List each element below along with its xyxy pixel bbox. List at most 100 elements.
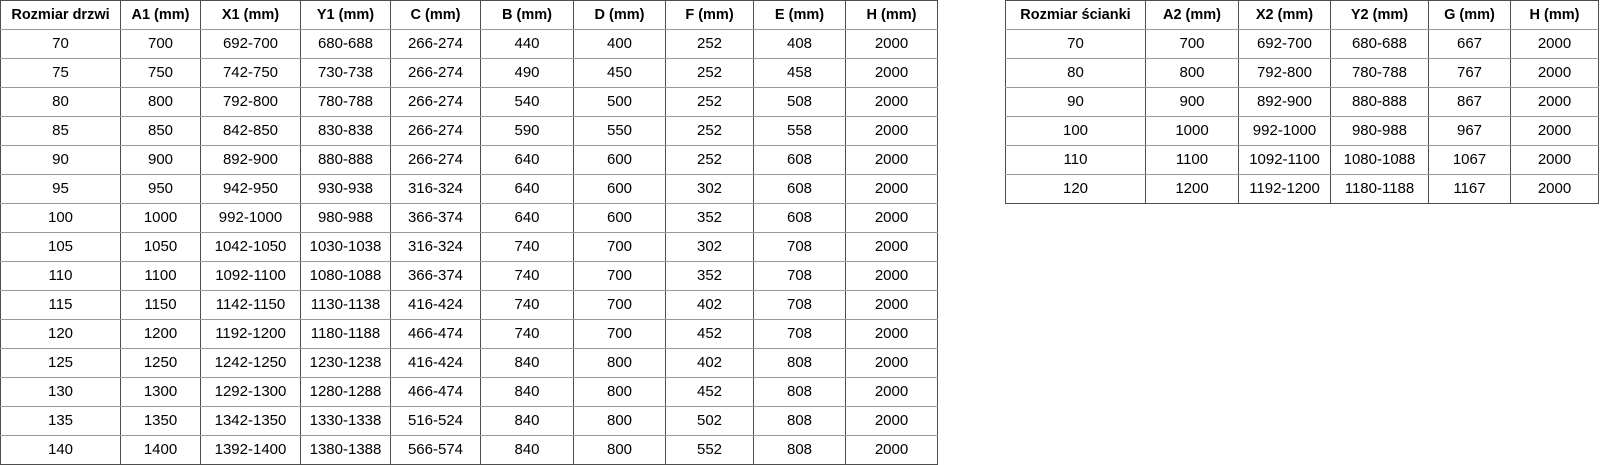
table-row: 105 1050 1042-1050 1030-1038 316-324 740 700 30…	[0, 232, 938, 262]
door-cell-r0-c7: 252	[665, 29, 754, 59]
wall-table-head: Rozmiar ścianki A2 (mm) X2 (mm) Y2 (mm) G (m…	[1005, 0, 1599, 30]
door-cell-r0-c3: 680-688	[300, 29, 391, 59]
door-cell-r9-c8: 708	[753, 290, 846, 320]
door-cell-r14-c5: 840	[480, 435, 574, 465]
door-cell-r1-c6: 450	[573, 58, 666, 88]
wall-cell-r4-c4: 1067	[1428, 145, 1511, 175]
door-cell-r9-c9: 2000	[845, 290, 938, 320]
door-cell-r2-c7: 252	[665, 87, 754, 117]
door-cell-r8-c7: 352	[665, 261, 754, 291]
door-cell-r8-c4: 366-374	[390, 261, 481, 291]
table-row: 110 1100 1092-1100 1080-1088 366-374 740 700 35…	[0, 261, 938, 291]
door-cell-r14-c1: 1400	[120, 435, 201, 465]
door-cell-r3-c7: 252	[665, 116, 754, 146]
door-cell-r14-c2: 1392-1400	[200, 435, 301, 465]
door-cell-r4-c1: 900	[120, 145, 201, 175]
door-cell-r13-c9: 2000	[845, 406, 938, 436]
door-cell-r10-c7: 452	[665, 319, 754, 349]
wall-table-header-row: Rozmiar ścianki A2 (mm) X2 (mm) Y2 (mm) G (m…	[1005, 0, 1599, 30]
door-cell-r11-c3: 1230-1238	[300, 348, 391, 378]
door-cell-r7-c8: 708	[753, 232, 846, 262]
door-cell-r12-c2: 1292-1300	[200, 377, 301, 407]
door-cell-r6-c0: 100	[0, 203, 121, 233]
door-cell-r9-c6: 700	[573, 290, 666, 320]
door-cell-r1-c1: 750	[120, 58, 201, 88]
door-cell-r6-c2: 992-1000	[200, 203, 301, 233]
door-cell-r3-c1: 850	[120, 116, 201, 146]
door-size-table: Rozmiar drzwi A1 (mm) X1 (mm) Y1 (mm) C (mm)…	[0, 0, 938, 465]
door-cell-r2-c3: 780-788	[300, 87, 391, 117]
wall-size-table: Rozmiar ścianki A2 (mm) X2 (mm) Y2 (mm) G (m…	[1005, 0, 1599, 204]
door-cell-r4-c5: 640	[480, 145, 574, 175]
wall-cell-r2-c2: 892-900	[1238, 87, 1331, 117]
door-cell-r14-c3: 1380-1388	[300, 435, 391, 465]
door-cell-r0-c2: 692-700	[200, 29, 301, 59]
table-row: 110 1100 1092-1100 1080-1088 1067 2000	[1005, 145, 1599, 175]
wall-cell-r5-c0: 120	[1005, 174, 1146, 204]
door-cell-r0-c5: 440	[480, 29, 574, 59]
door-cell-r11-c1: 1250	[120, 348, 201, 378]
door-cell-r10-c3: 1180-1188	[300, 319, 391, 349]
door-cell-r4-c7: 252	[665, 145, 754, 175]
wall-cell-r4-c5: 2000	[1510, 145, 1599, 175]
door-table-header-row: Rozmiar drzwi A1 (mm) X1 (mm) Y1 (mm) C (mm)…	[0, 0, 938, 30]
door-cell-r2-c1: 800	[120, 87, 201, 117]
door-cell-r7-c6: 700	[573, 232, 666, 262]
door-cell-r7-c5: 740	[480, 232, 574, 262]
table-row: 120 1200 1192-1200 1180-1188 466-474 740 700 45…	[0, 319, 938, 349]
door-cell-r10-c0: 120	[0, 319, 121, 349]
door-column-header-6: D (mm)	[573, 0, 666, 30]
wall-cell-r4-c3: 1080-1088	[1330, 145, 1429, 175]
door-cell-r14-c9: 2000	[845, 435, 938, 465]
wall-cell-r0-c3: 680-688	[1330, 29, 1429, 59]
door-cell-r4-c3: 880-888	[300, 145, 391, 175]
wall-column-header-4: G (mm)	[1428, 0, 1511, 30]
door-cell-r12-c1: 1300	[120, 377, 201, 407]
door-cell-r8-c9: 2000	[845, 261, 938, 291]
door-cell-r13-c3: 1330-1338	[300, 406, 391, 436]
table-row: 130 1300 1292-1300 1280-1288 466-474 840 800 45…	[0, 377, 938, 407]
door-cell-r11-c5: 840	[480, 348, 574, 378]
wall-cell-r5-c1: 1200	[1145, 174, 1239, 204]
door-cell-r5-c6: 600	[573, 174, 666, 204]
door-cell-r10-c4: 466-474	[390, 319, 481, 349]
wall-column-header-0: Rozmiar ścianki	[1005, 0, 1146, 30]
wall-cell-r0-c1: 700	[1145, 29, 1239, 59]
door-cell-r2-c9: 2000	[845, 87, 938, 117]
door-cell-r5-c7: 302	[665, 174, 754, 204]
door-cell-r5-c0: 95	[0, 174, 121, 204]
door-cell-r13-c2: 1342-1350	[200, 406, 301, 436]
door-cell-r1-c9: 2000	[845, 58, 938, 88]
door-cell-r9-c0: 115	[0, 290, 121, 320]
door-cell-r1-c5: 490	[480, 58, 574, 88]
door-cell-r0-c9: 2000	[845, 29, 938, 59]
door-cell-r3-c3: 830-838	[300, 116, 391, 146]
door-cell-r5-c3: 930-938	[300, 174, 391, 204]
door-cell-r2-c4: 266-274	[390, 87, 481, 117]
door-cell-r7-c0: 105	[0, 232, 121, 262]
door-cell-r2-c6: 500	[573, 87, 666, 117]
door-cell-r10-c1: 1200	[120, 319, 201, 349]
door-cell-r5-c9: 2000	[845, 174, 938, 204]
wall-cell-r3-c4: 967	[1428, 116, 1511, 146]
wall-cell-r3-c1: 1000	[1145, 116, 1239, 146]
wall-cell-r3-c5: 2000	[1510, 116, 1599, 146]
door-cell-r13-c0: 135	[0, 406, 121, 436]
door-cell-r1-c8: 458	[753, 58, 846, 88]
door-column-header-0: Rozmiar drzwi	[0, 0, 121, 30]
door-cell-r7-c4: 316-324	[390, 232, 481, 262]
wall-cell-r0-c5: 2000	[1510, 29, 1599, 59]
door-cell-r10-c5: 740	[480, 319, 574, 349]
door-cell-r5-c1: 950	[120, 174, 201, 204]
door-cell-r11-c0: 125	[0, 348, 121, 378]
wall-table-body: 70 700 692-700 680-688 667 2000 80 800 792-800 78…	[1005, 29, 1599, 204]
door-cell-r6-c9: 2000	[845, 203, 938, 233]
table-row: 75 750 742-750 730-738 266-274 490 450 252 458 20…	[0, 58, 938, 88]
door-cell-r8-c2: 1092-1100	[200, 261, 301, 291]
door-cell-r12-c0: 130	[0, 377, 121, 407]
door-cell-r0-c0: 70	[0, 29, 121, 59]
door-cell-r4-c4: 266-274	[390, 145, 481, 175]
door-cell-r11-c8: 808	[753, 348, 846, 378]
door-cell-r7-c9: 2000	[845, 232, 938, 262]
wall-cell-r3-c2: 992-1000	[1238, 116, 1331, 146]
